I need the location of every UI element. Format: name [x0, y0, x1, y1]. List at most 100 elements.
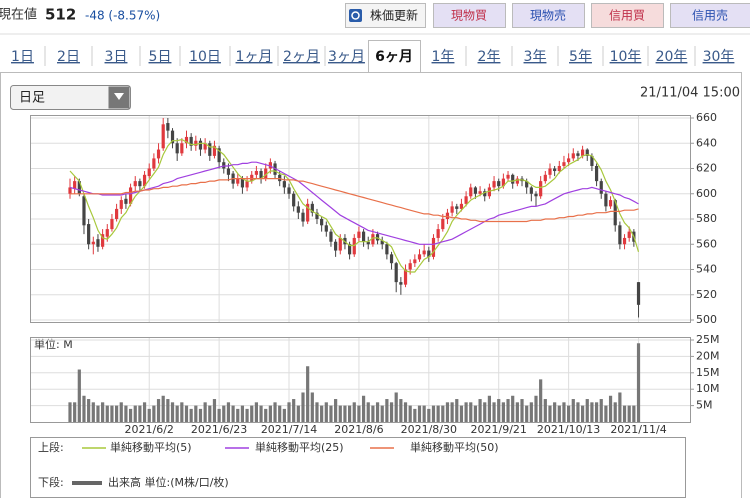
- volume-bar: [212, 399, 217, 422]
- legend-label: 単純移動平均(50): [410, 440, 499, 454]
- tab[interactable]: 30年: [703, 49, 735, 65]
- tab[interactable]: 1ヶ月: [236, 49, 273, 65]
- candle-body: [222, 162, 226, 169]
- candle-body: [413, 259, 417, 264]
- tab[interactable]: 6ヶ月: [375, 49, 413, 65]
- legend-volume: 出来高 単位:(M株/口/枚): [108, 475, 229, 489]
- tab[interactable]: 1日: [11, 49, 34, 65]
- candle-body: [581, 149, 585, 156]
- candle-body: [152, 158, 156, 169]
- button-label[interactable]: 現物買: [451, 9, 487, 23]
- candle-body: [254, 171, 258, 175]
- candle-body: [212, 145, 217, 156]
- candle-body: [380, 240, 384, 245]
- volume-bar: [87, 399, 91, 422]
- button[interactable]: [670, 3, 750, 28]
- candle-body: [501, 178, 505, 187]
- tab[interactable]: 2ヶ月: [283, 49, 320, 65]
- tab[interactable]: 20年: [656, 49, 688, 65]
- volume-bar: [483, 402, 487, 422]
- candle-body: [576, 153, 580, 156]
- volume-bar: [459, 405, 464, 422]
- y-tick-label: 600: [696, 187, 717, 200]
- candle-body: [115, 208, 119, 219]
- volume-bar: [77, 369, 81, 422]
- tab[interactable]: 10日: [189, 49, 221, 65]
- volume-bar: [520, 399, 524, 422]
- candle-body: [310, 203, 314, 213]
- button-label[interactable]: 株価更新: [370, 8, 418, 23]
- candle-body: [124, 198, 128, 204]
- tab[interactable]: 1年: [432, 49, 455, 65]
- candle-body: [184, 136, 189, 144]
- volume-bar: [571, 399, 575, 422]
- candle-body: [492, 181, 496, 188]
- volume-bar: [128, 408, 133, 422]
- volume-bar: [119, 402, 123, 422]
- y-tick-label: 560: [696, 237, 717, 250]
- button[interactable]: [591, 3, 664, 28]
- tab[interactable]: 5日: [149, 49, 172, 65]
- moving-average: [69, 138, 640, 273]
- volume-bar: [557, 405, 561, 422]
- volume-bar: [287, 402, 291, 422]
- candle-body: [306, 203, 310, 222]
- legend-lower: 下段:: [38, 475, 64, 489]
- volume-bar: [511, 395, 515, 422]
- candle-body: [264, 168, 268, 179]
- select-box[interactable]: [10, 85, 131, 110]
- candle-body: [133, 181, 137, 187]
- y-tick-label: 580: [696, 212, 717, 225]
- x-tick-label: 2021/8/30: [401, 423, 457, 436]
- volume-bar: [115, 405, 119, 422]
- volume-bar: [282, 408, 286, 422]
- legend-label: 単純移動平均(5): [110, 440, 192, 454]
- candle-body: [403, 269, 408, 285]
- tab[interactable]: 2年: [478, 49, 501, 65]
- candle-body: [161, 124, 165, 149]
- volume-bar: [553, 402, 557, 422]
- button[interactable]: [433, 3, 506, 28]
- tab[interactable]: 3年: [524, 49, 547, 65]
- y2-tick-label: 20M: [696, 349, 720, 362]
- y-tick-label: 520: [696, 288, 717, 301]
- candle-body: [399, 282, 403, 285]
- y-tick-label: 500: [696, 313, 717, 326]
- volume-bar: [273, 402, 277, 422]
- tab[interactable]: 2日: [57, 49, 80, 65]
- volume-bar: [548, 405, 552, 422]
- candle-body: [82, 196, 86, 226]
- candle-body: [529, 187, 533, 194]
- candle-body: [562, 162, 566, 166]
- select-text: 日足: [19, 91, 45, 106]
- candle-body: [567, 158, 571, 163]
- volume-panel: [30, 337, 691, 423]
- button-label[interactable]: 信用買: [609, 9, 645, 23]
- button-label[interactable]: 信用売: [692, 8, 728, 23]
- candle-body: [618, 225, 622, 245]
- volume-bar: [599, 399, 603, 422]
- volume-bar: [231, 405, 235, 422]
- volume-bar: [501, 402, 505, 422]
- candle-body: [594, 165, 599, 182]
- timestamp: 21/11/04 15:00: [640, 86, 740, 101]
- candle-body: [361, 231, 366, 242]
- candle-body: [77, 181, 81, 194]
- candle-body: [240, 178, 245, 188]
- candle-body: [338, 237, 342, 251]
- tab[interactable]: 5年: [569, 49, 592, 65]
- candle-body: [553, 168, 557, 172]
- candle-body: [142, 174, 147, 187]
- candle-body: [105, 229, 109, 237]
- volume-bar: [334, 399, 338, 422]
- candle-body: [459, 203, 464, 209]
- button-label[interactable]: 現物売: [530, 8, 566, 23]
- candle-body: [110, 219, 114, 230]
- candle-body: [469, 187, 473, 197]
- tab[interactable]: 3ヶ月: [328, 49, 365, 65]
- interval-select[interactable]: 日足: [10, 85, 131, 110]
- legend-upper: 上段:: [38, 440, 64, 454]
- tab[interactable]: 10年: [610, 49, 642, 65]
- tab[interactable]: 3日: [105, 49, 128, 65]
- button[interactable]: [512, 3, 585, 28]
